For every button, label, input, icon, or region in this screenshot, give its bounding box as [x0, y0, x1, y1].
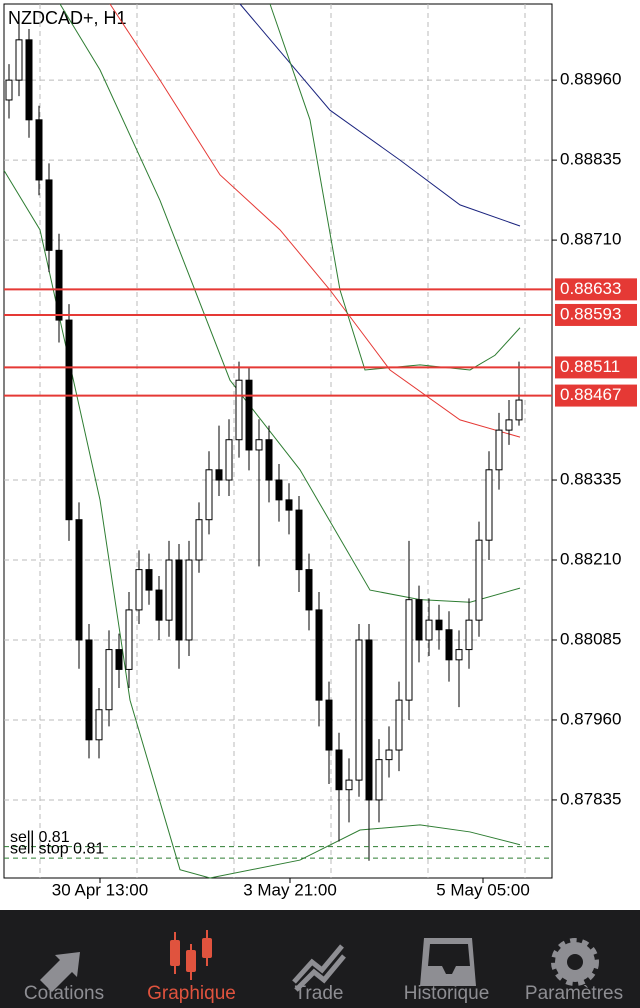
plot-frame [3, 3, 553, 879]
candle-body [465, 619, 473, 651]
candle-body [315, 609, 323, 701]
tab-label[interactable]: Cotations [24, 983, 104, 1004]
candle-body [505, 419, 513, 431]
order-label: sell stop 0.81 [10, 840, 104, 857]
candle-body [35, 119, 43, 181]
price-tag [555, 278, 637, 301]
candle-body [85, 639, 93, 741]
candle-body [475, 539, 483, 621]
candle-body [115, 649, 123, 670]
candle-body [435, 619, 443, 631]
candle-body [515, 399, 523, 421]
price-tag [555, 303, 637, 326]
candle-body [175, 559, 183, 641]
x-tick-label: 3 May 21:00 [243, 880, 337, 899]
icon-parametres [551, 938, 599, 986]
price-tag [555, 384, 637, 407]
candle-body [355, 639, 363, 781]
price-tag-label: 0.88467 [560, 385, 621, 404]
candle-body [335, 749, 343, 791]
candle-body [185, 559, 193, 641]
indicator-line [59, 3, 521, 603]
candle-body [395, 699, 403, 751]
y-tick-label: 0.88210 [560, 549, 621, 568]
tab-bar: Cotations Graphique Trade Historique Paramèt… [0, 910, 640, 1008]
tab-label[interactable]: Graphique [147, 983, 236, 1004]
icon-graphique [170, 930, 212, 980]
y-tick-label: 0.88710 [560, 230, 621, 249]
candle-body [105, 649, 113, 711]
candle-body [295, 509, 303, 571]
candle-body [235, 379, 243, 441]
indicator-line [3, 170, 521, 879]
candle-body [485, 469, 493, 541]
candle-body [65, 319, 73, 521]
indicator-line [239, 3, 521, 227]
candle-body [225, 439, 233, 481]
candle-body [15, 39, 23, 81]
candle-body [455, 649, 463, 661]
candle-body [285, 499, 293, 511]
chart: NZDCAD+, H1 0.88960 0.88835 0.88710 0.88335… [3, 3, 637, 899]
candle-body [5, 79, 13, 101]
y-tick-label: 0.87960 [560, 709, 621, 728]
price-tag-label: 0.88593 [560, 304, 621, 323]
candle-body [155, 589, 163, 621]
candle-body [425, 619, 433, 641]
candle-body [75, 519, 83, 641]
order-label: sell 0.81 [10, 829, 70, 846]
tab-label[interactable]: Paramètres [525, 983, 623, 1004]
y-tick-label: 0.87835 [560, 789, 621, 808]
candle-body [165, 559, 173, 621]
icon-trade [292, 944, 346, 992]
candle-body [255, 439, 263, 451]
y-tick-label: 0.88960 [560, 70, 621, 89]
price-tag-label: 0.88633 [560, 279, 621, 298]
candle-body [375, 759, 383, 801]
candle-body [265, 439, 273, 481]
chart-title: NZDCAD+, H1 [8, 8, 127, 28]
candle-body [385, 749, 393, 761]
candle-body [365, 639, 373, 801]
candle-body [125, 609, 133, 670]
candle-body [325, 699, 333, 751]
y-tick-label: 0.88835 [560, 150, 621, 169]
y-tick-label: 0.88085 [560, 629, 621, 648]
icon-historique [420, 938, 476, 986]
x-tick-label: 5 May 05:00 [436, 880, 530, 899]
candle-body [135, 569, 143, 611]
tab-label[interactable]: Historique [404, 983, 490, 1004]
candle-body [45, 179, 53, 251]
candle-body [305, 569, 313, 611]
candle-body [495, 429, 503, 471]
candle-body [345, 779, 353, 791]
candle-body [55, 249, 63, 321]
candle-body [245, 379, 253, 451]
candle-body [205, 469, 213, 521]
candle-body [145, 569, 153, 591]
candle-body [405, 599, 413, 701]
candle-body [25, 39, 33, 121]
candle-body [275, 479, 283, 501]
candle-body [445, 629, 453, 661]
candle-body [415, 599, 423, 641]
candle-body [95, 709, 103, 741]
candle-body [195, 519, 203, 561]
tab-label[interactable]: Trade [295, 983, 344, 1004]
price-tag [555, 356, 637, 379]
price-tag-label: 0.88511 [560, 357, 620, 376]
indicator-line [109, 3, 521, 438]
y-tick-label: 0.88335 [560, 470, 621, 489]
icon-cotations [40, 952, 80, 992]
candle-body [215, 469, 223, 481]
x-tick-label: 30 Apr 13:00 [52, 880, 148, 899]
